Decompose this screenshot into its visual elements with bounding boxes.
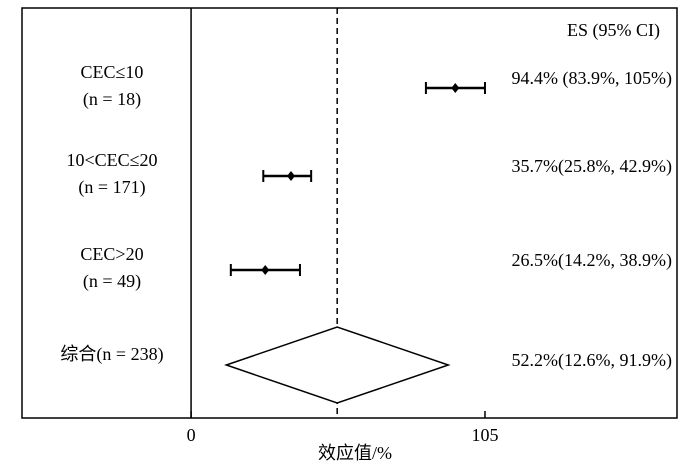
plot-frame xyxy=(21,7,678,419)
study-label: CEC>20 xyxy=(80,244,143,264)
x-axis-label: 效应值/% xyxy=(318,443,392,463)
value-label: 35.7%(25.8%, 42.9%) xyxy=(512,156,672,177)
point xyxy=(286,171,295,181)
x-tick-label: 0 xyxy=(187,425,196,445)
pooled-diamond xyxy=(224,326,451,404)
study-label: CEC≤10 xyxy=(81,62,144,82)
pooled-value-label: 52.2%(12.6%, 91.9%) xyxy=(512,350,672,371)
point xyxy=(261,265,270,275)
study-count: (n = 49) xyxy=(83,271,141,292)
x-tick-label: 105 xyxy=(471,425,498,445)
header: ES (95% CI) xyxy=(567,20,660,41)
study-count: (n = 171) xyxy=(78,177,145,198)
pooled-label: 综合(n = 238) xyxy=(60,344,163,365)
value-label: 94.4% (83.9%, 105%) xyxy=(512,68,672,89)
study-label: 10<CEC≤20 xyxy=(66,150,157,170)
study-count: (n = 18) xyxy=(83,89,141,110)
value-label: 26.5%(14.2%, 38.9%) xyxy=(512,250,672,271)
point xyxy=(451,83,460,93)
